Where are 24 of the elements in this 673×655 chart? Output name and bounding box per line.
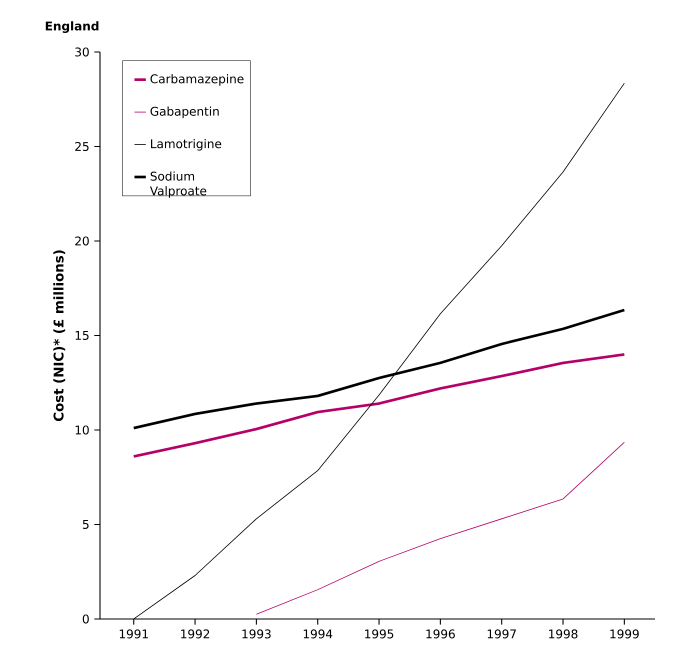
line-series: [256, 442, 625, 615]
x-tick-label: 1991: [120, 629, 148, 638]
y-axis-title: Cost (NIC)* (£ millions): [53, 250, 66, 422]
legend-label: Sodium Valproate: [150, 171, 206, 198]
x-tick-label: 1999: [610, 629, 639, 638]
x-tick-label: 1998: [549, 629, 578, 638]
x-tick-label: 1996: [426, 629, 455, 638]
legend-label: Lamotrigine: [151, 138, 222, 151]
legend-label: Carbamazepine: [150, 74, 244, 86]
y-tick-label: 30: [75, 47, 89, 57]
x-tick-label: 1994: [304, 629, 332, 638]
line-series: [132, 353, 626, 458]
x-tick-label: 1993: [242, 629, 271, 638]
x-tick-label: 1992: [181, 629, 210, 638]
legend-label: Gabapentin: [150, 106, 219, 118]
y-tick-label: 10: [76, 425, 89, 435]
y-tick-label: 0: [82, 614, 89, 624]
y-tick-label: 5: [82, 520, 89, 529]
y-tick-label: 25: [75, 142, 89, 152]
x-tick-label: 1995: [365, 629, 394, 638]
chart-title: England: [46, 21, 98, 33]
y-tick-label: 15: [76, 331, 89, 340]
y-tick-label: 20: [75, 236, 89, 246]
x-tick-label: 1997: [488, 629, 516, 638]
